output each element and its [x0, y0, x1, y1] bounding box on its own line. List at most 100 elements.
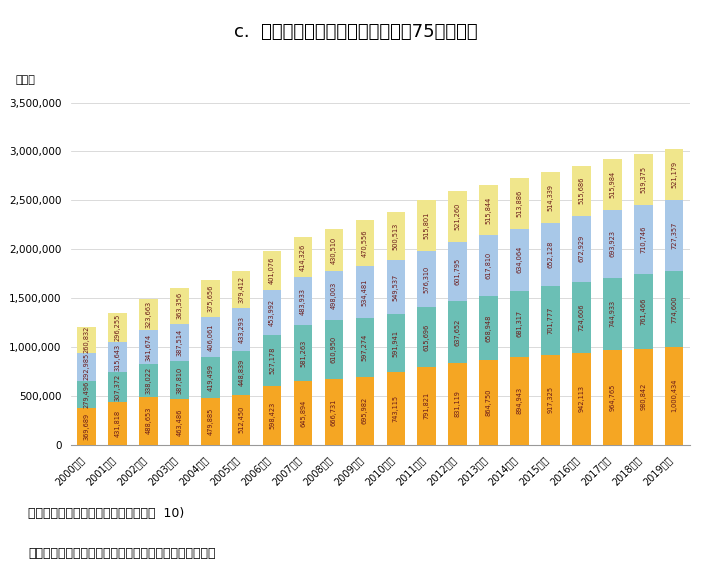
Bar — [665, 149, 683, 200]
Bar — [449, 364, 467, 445]
Bar — [263, 335, 282, 386]
Bar — [510, 178, 529, 229]
Text: 695,982: 695,982 — [362, 397, 368, 424]
Text: 601,795: 601,795 — [455, 258, 461, 286]
Text: 338,022: 338,022 — [146, 367, 151, 394]
Text: 307,372: 307,372 — [114, 374, 120, 401]
Text: 634,064: 634,064 — [517, 246, 523, 273]
Text: 500,513: 500,513 — [393, 222, 399, 250]
Bar — [479, 360, 498, 445]
Text: 534,481: 534,481 — [362, 279, 368, 306]
Text: 519,375: 519,375 — [641, 166, 646, 193]
Text: 549,537: 549,537 — [393, 274, 399, 301]
Bar — [603, 210, 621, 278]
Bar — [170, 361, 188, 400]
Text: 414,326: 414,326 — [300, 243, 306, 271]
Bar — [263, 386, 282, 445]
Text: 894,943: 894,943 — [517, 387, 523, 414]
Bar — [294, 325, 312, 381]
Bar — [479, 296, 498, 360]
Text: 448,839: 448,839 — [238, 359, 244, 386]
Bar — [201, 357, 220, 398]
Bar — [108, 341, 127, 372]
Bar — [356, 377, 374, 445]
Bar — [665, 271, 683, 347]
Bar — [356, 266, 374, 318]
Text: 744,933: 744,933 — [609, 300, 615, 328]
Text: 672,929: 672,929 — [579, 235, 584, 263]
Bar — [387, 211, 405, 260]
Text: 617,810: 617,810 — [486, 252, 491, 279]
Text: 743,115: 743,115 — [393, 395, 399, 422]
Text: 512,450: 512,450 — [238, 406, 244, 433]
Bar — [603, 278, 621, 351]
Text: 576,310: 576,310 — [424, 265, 429, 292]
Text: 597,274: 597,274 — [362, 333, 368, 361]
Bar — [665, 200, 683, 271]
Text: c.  第１号被保険者（後期高齢者：75歳以上）: c. 第１号被保険者（後期高齢者：75歳以上） — [234, 23, 477, 41]
Text: 658,948: 658,948 — [486, 314, 491, 341]
Bar — [634, 349, 653, 445]
Bar — [325, 380, 343, 445]
Text: 483,933: 483,933 — [300, 287, 306, 315]
Bar — [510, 229, 529, 291]
Text: 724,606: 724,606 — [579, 303, 584, 331]
Text: 419,499: 419,499 — [208, 364, 213, 390]
Text: 645,894: 645,894 — [300, 400, 306, 427]
Bar — [356, 220, 374, 266]
Bar — [572, 216, 591, 282]
Text: 401,076: 401,076 — [269, 257, 275, 284]
Text: 681,317: 681,317 — [517, 310, 523, 337]
Text: 710,746: 710,746 — [641, 226, 646, 253]
Bar — [634, 154, 653, 205]
Text: 479,885: 479,885 — [208, 408, 213, 435]
Bar — [170, 324, 188, 361]
Bar — [356, 318, 374, 377]
Text: 出所：上記データをもとに医薬産業政策研究所にて作成: 出所：上記データをもとに医薬産業政策研究所にて作成 — [28, 547, 216, 560]
Bar — [572, 282, 591, 352]
Bar — [572, 166, 591, 216]
Bar — [139, 299, 158, 331]
Text: 379,412: 379,412 — [238, 276, 244, 303]
Bar — [417, 251, 436, 307]
Text: 515,801: 515,801 — [424, 212, 429, 239]
Text: 453,992: 453,992 — [269, 299, 275, 326]
Bar — [263, 290, 282, 335]
Text: 980,842: 980,842 — [641, 383, 646, 410]
Bar — [387, 314, 405, 372]
Bar — [201, 317, 220, 357]
Bar — [541, 172, 560, 223]
Bar — [294, 278, 312, 325]
Text: 431,818: 431,818 — [114, 410, 120, 437]
Text: 463,486: 463,486 — [176, 408, 182, 435]
Text: 791,821: 791,821 — [424, 392, 429, 420]
Bar — [449, 192, 467, 242]
Bar — [77, 327, 96, 352]
Text: 514,339: 514,339 — [547, 184, 553, 211]
Text: 693,923: 693,923 — [609, 230, 615, 257]
Bar — [479, 235, 498, 296]
Text: 363,356: 363,356 — [176, 292, 182, 319]
Bar — [510, 291, 529, 357]
Text: 498,003: 498,003 — [331, 282, 337, 309]
Text: 292,985: 292,985 — [84, 353, 90, 381]
Text: 515,686: 515,686 — [579, 177, 584, 205]
Bar — [170, 400, 188, 445]
Text: 406,061: 406,061 — [208, 323, 213, 351]
Text: 942,113: 942,113 — [579, 385, 584, 412]
Bar — [417, 367, 436, 445]
Text: 761,466: 761,466 — [641, 298, 646, 325]
Bar — [387, 372, 405, 445]
Text: 515,984: 515,984 — [609, 171, 615, 198]
Bar — [108, 402, 127, 445]
Bar — [449, 242, 467, 301]
Text: 1,000,434: 1,000,434 — [671, 379, 677, 413]
Text: 701,777: 701,777 — [547, 307, 553, 335]
Text: 615,696: 615,696 — [424, 324, 429, 351]
Bar — [201, 280, 220, 317]
Text: 260,832: 260,832 — [84, 326, 90, 353]
Text: 964,765: 964,765 — [609, 384, 615, 411]
Bar — [77, 381, 96, 409]
Bar — [603, 351, 621, 445]
Bar — [325, 229, 343, 271]
